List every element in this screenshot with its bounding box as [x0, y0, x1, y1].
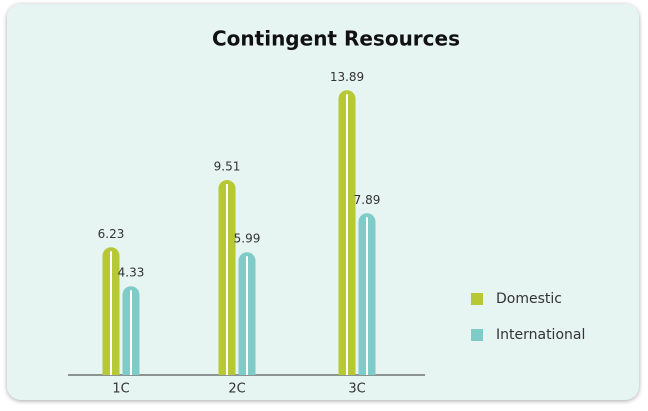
- value-label: 6.23: [98, 227, 125, 241]
- x-tick-label: 1C: [112, 382, 129, 397]
- value-label: 4.33: [118, 266, 145, 280]
- legend-label: Domestic: [496, 291, 562, 307]
- chart-title: Contingent Resources: [212, 27, 460, 51]
- x-tick-label: 3C: [348, 382, 365, 397]
- value-label: 7.89: [354, 193, 381, 207]
- legend-swatch: [471, 293, 483, 305]
- x-tick-label: 2C: [228, 382, 245, 397]
- value-label: 9.51: [214, 160, 241, 174]
- value-label: 5.99: [234, 232, 261, 246]
- value-label: 13.89: [330, 70, 364, 84]
- legend-label: International: [496, 327, 585, 343]
- legend-swatch: [471, 329, 483, 341]
